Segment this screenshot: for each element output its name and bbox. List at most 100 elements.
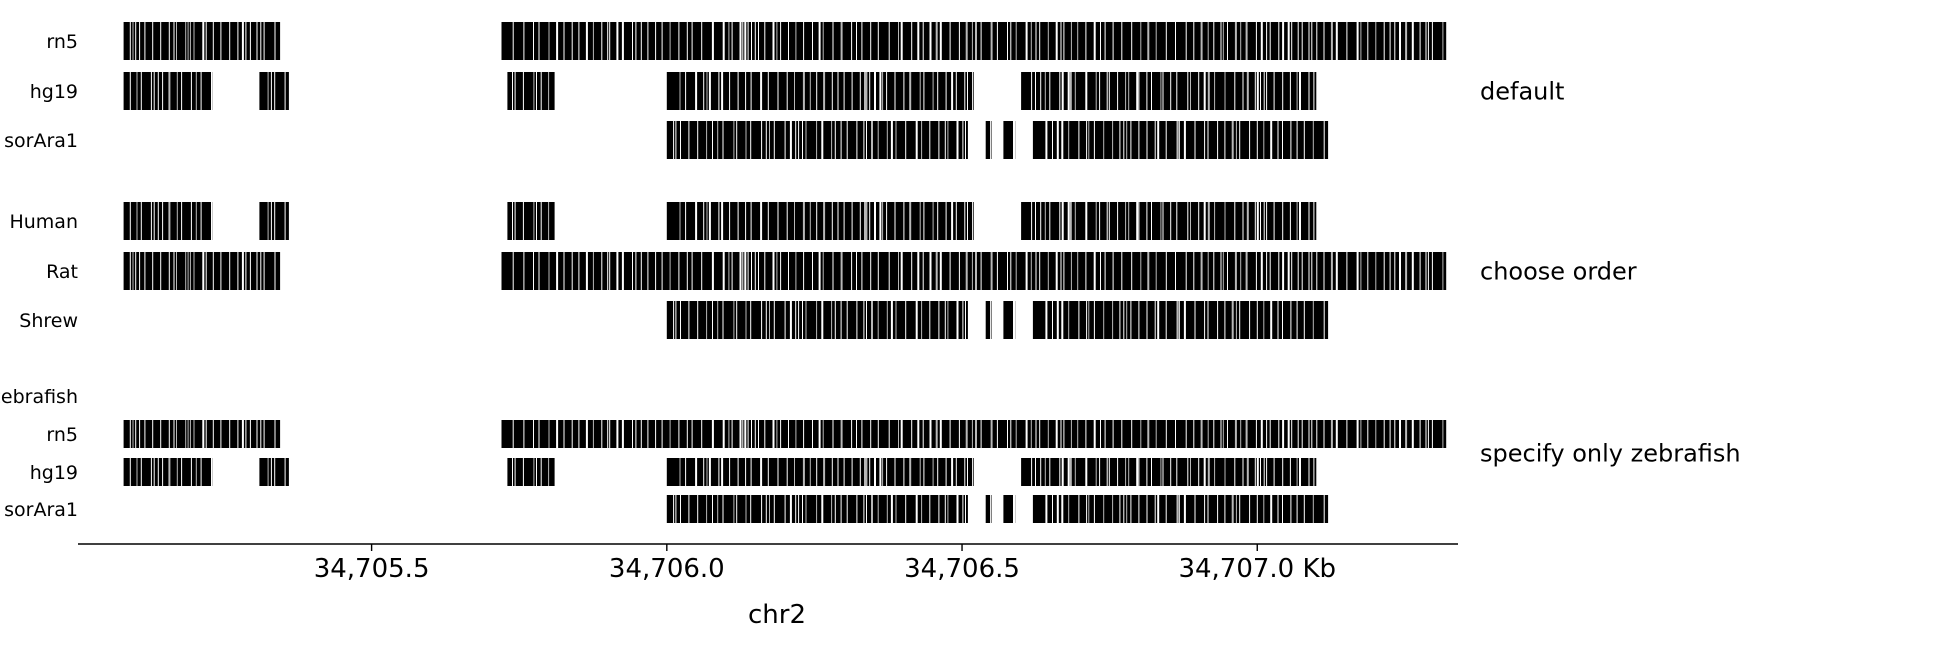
alignment-gap [1260, 252, 1263, 290]
alignment-gap [1316, 252, 1318, 290]
alignment-gap [150, 458, 152, 486]
alignment-gap [708, 458, 711, 486]
alignment-gap [1282, 121, 1283, 159]
alignment-gap [697, 495, 699, 523]
alignment-gap [739, 420, 742, 448]
alignment-block [666, 301, 968, 339]
alignment-gap [284, 72, 286, 110]
alignment-gap [1155, 252, 1157, 290]
alignment-gap [1031, 202, 1033, 240]
alignment-gap [237, 252, 239, 290]
alignment-gap [805, 121, 807, 159]
alignment-gap [1297, 420, 1299, 448]
alignment-gap [144, 420, 146, 448]
alignment-gap [784, 121, 786, 159]
alignment-gap [1154, 495, 1156, 523]
alignment-gap [1291, 22, 1293, 60]
alignment-gap [1176, 458, 1178, 486]
alignment-gap [241, 252, 244, 290]
alignment-gap [1146, 301, 1148, 339]
alignment-gap [1070, 420, 1072, 448]
alignment-gap [512, 252, 514, 290]
alignment-gap [1256, 202, 1259, 240]
alignment-block [501, 420, 1447, 448]
alignment-gap [736, 301, 738, 339]
alignment-gap [1007, 420, 1008, 448]
alignment-gap [195, 202, 197, 240]
alignment-gap [750, 301, 752, 339]
alignment-gap [947, 121, 949, 159]
alignment-gap [951, 202, 954, 240]
alignment-gap [747, 420, 749, 448]
track-label: hg19 [30, 462, 78, 484]
alignment-gap [861, 22, 863, 60]
alignment-gap [1176, 495, 1179, 523]
alignment-gap [736, 121, 738, 159]
alignment-gap [962, 301, 964, 339]
alignment-gap [744, 252, 747, 290]
alignment-gap [939, 252, 942, 290]
alignment-gap [1187, 458, 1189, 486]
alignment-gap [1220, 22, 1222, 60]
alignment-gap [1157, 301, 1160, 339]
alignment-gap [556, 252, 559, 290]
alignment-gap [609, 420, 611, 448]
alignment-gap [706, 458, 708, 486]
alignment-gap [205, 252, 207, 290]
alignment-gap [1185, 22, 1187, 60]
alignment-gap [556, 420, 559, 448]
alignment-gap [1308, 72, 1310, 110]
alignment-gap [731, 22, 733, 60]
alignment-gap [834, 495, 836, 523]
alignment-gap [1224, 458, 1226, 486]
alignment-gap [270, 72, 272, 110]
alignment-gap [647, 420, 649, 448]
alignment-gap [1245, 252, 1248, 290]
alignment-gap [640, 22, 642, 60]
alignment-gap [220, 252, 222, 290]
alignment-gap [563, 22, 565, 60]
alignment-gap [1198, 72, 1200, 110]
alignment-gap [840, 121, 842, 159]
alignment-gap [1235, 121, 1237, 159]
alignment-gap [1222, 22, 1224, 60]
alignment-gap [851, 72, 853, 110]
alignment-gap [688, 301, 690, 339]
alignment-gap [173, 22, 175, 60]
alignment-gap [769, 495, 770, 523]
alignment-gap [514, 72, 516, 110]
alignment-block [1032, 121, 1329, 159]
alignment-gap [822, 22, 824, 60]
alignment-gap [1013, 121, 1015, 159]
alignment-gap [1277, 301, 1279, 339]
alignment-gap [1312, 495, 1314, 523]
alignment-gap [874, 202, 876, 240]
alignment-gap [533, 72, 535, 110]
alignment-gap [1074, 458, 1076, 486]
alignment-gap [772, 420, 775, 448]
alignment-gap [1035, 72, 1036, 110]
alignment-gap [168, 202, 171, 240]
alignment-gap [1007, 22, 1008, 60]
alignment-gap [212, 252, 214, 290]
alignment-gap [917, 252, 920, 290]
alignment-gap [1394, 22, 1396, 60]
alignment-gap [1217, 495, 1219, 523]
alignment-gap [831, 495, 833, 523]
alignment-gap [965, 121, 966, 159]
alignment-block [507, 72, 555, 110]
alignment-gap [1093, 252, 1096, 290]
alignment-gap [863, 301, 865, 339]
alignment-gap [153, 202, 155, 240]
track-sorAra1: sorAra1 [4, 121, 1329, 159]
alignment-gap [1360, 22, 1362, 60]
alignment-gap [1303, 495, 1305, 523]
alignment-gap [921, 121, 923, 159]
alignment-gap [898, 22, 899, 60]
alignment-gap [1103, 121, 1105, 159]
alignment-gap [150, 202, 152, 240]
track-Rat: Rat [46, 252, 1447, 290]
alignment-gap [733, 121, 735, 159]
alignment-gap [809, 72, 811, 110]
